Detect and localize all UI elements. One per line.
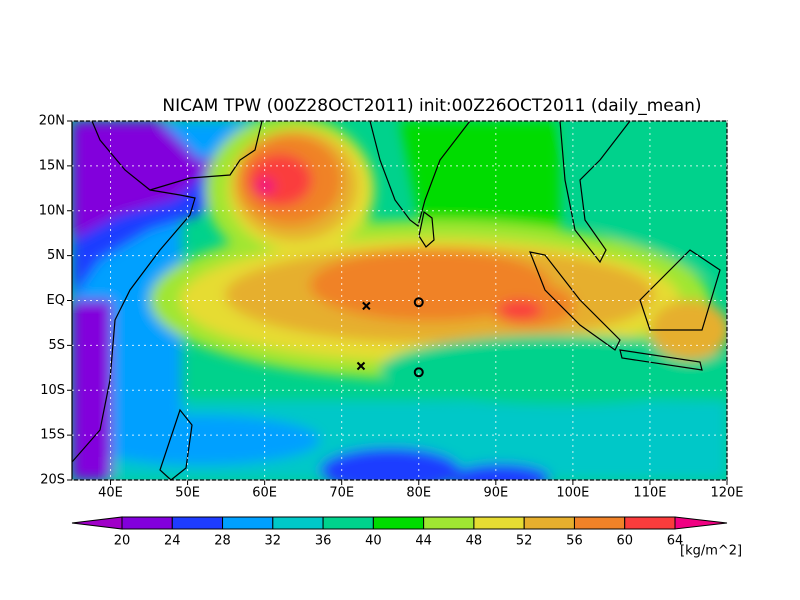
colorbar: 20 24 28 32 36 40 44 48 52 56 60 64[kg/m^2]	[71, 516, 742, 559]
field	[72, 121, 727, 480]
colorbar-label: 32	[265, 534, 282, 549]
colorbar-unit: [kg/m^2]	[680, 544, 742, 559]
marker-circle	[413, 297, 424, 308]
marker-x	[362, 301, 371, 311]
colorbar-label: 60	[616, 534, 633, 549]
colorbar-box	[121, 516, 173, 530]
colorbar-box	[573, 516, 626, 530]
colorbar-label: 44	[415, 534, 432, 549]
colorbar-box	[423, 516, 475, 530]
colorbar-box	[372, 516, 425, 530]
colorbar-extend-low	[71, 516, 123, 530]
grid	[67, 120, 728, 485]
x-tick-label: 60E	[252, 486, 277, 501]
marker-circle	[413, 367, 424, 378]
y-tick-label: 15N	[39, 158, 65, 173]
map-title: NICAM TPW (00Z28OCT2011) init:00Z26OCT20…	[162, 96, 701, 116]
y-tick-label: 15S	[40, 428, 65, 443]
y-tick-label: 5N	[47, 248, 65, 263]
axis-labels: 40E 50E 60E 70E 80E 90E 100E 110E 120E 20S 15S 10S 5…	[39, 114, 744, 501]
markers	[356, 297, 424, 378]
colorbar-label: 64	[667, 534, 684, 549]
colorbar-label: 52	[516, 534, 533, 549]
colorbar-box	[171, 516, 224, 530]
colorbar-label: 24	[164, 534, 181, 549]
colorbar-extend-high	[674, 516, 728, 530]
x-tick-label: 40E	[98, 486, 123, 501]
marker-x	[356, 361, 366, 371]
colorbar-box	[624, 516, 676, 530]
x-tick-label: 80E	[406, 486, 431, 501]
y-tick-label: 10N	[39, 203, 65, 218]
colorbar-label: 40	[365, 534, 382, 549]
x-tick-label: 50E	[175, 486, 200, 501]
colorbar-label: 36	[315, 534, 332, 549]
colorbar-label: 56	[566, 534, 583, 549]
x-tick-label: 70E	[329, 486, 354, 501]
y-tick-label: 5S	[48, 338, 65, 353]
colorbar-label: 28	[214, 534, 231, 549]
y-tick-label: EQ	[47, 293, 65, 308]
x-tick-label: 110E	[633, 486, 666, 501]
x-tick-label: 100E	[556, 486, 589, 501]
x-tick-label: 90E	[483, 486, 508, 501]
y-tick-label: 20N	[39, 114, 65, 129]
x-tick-label: 120E	[710, 486, 743, 501]
y-tick-label: 20S	[40, 473, 65, 488]
colorbar-label: 20	[114, 534, 131, 549]
y-tick-label: 10S	[40, 383, 65, 398]
coastlines	[72, 121, 721, 480]
colorbar-box	[272, 516, 324, 530]
field-shading	[72, 121, 727, 480]
colorbar-box	[322, 516, 374, 530]
colorbar-box	[222, 516, 274, 530]
colorbar-box	[473, 516, 525, 530]
colorbar-label: 48	[466, 534, 483, 549]
colorbar-box	[523, 516, 575, 530]
